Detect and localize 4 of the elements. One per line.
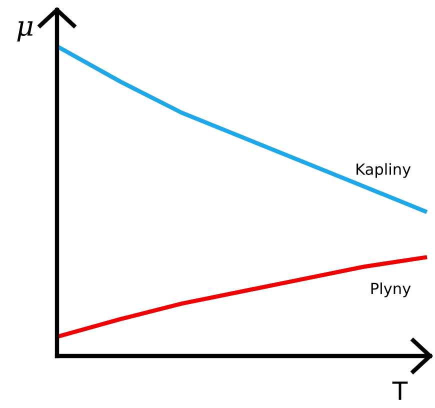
series-label: Plyny [371,282,411,298]
y-axis-title: μ [17,21,33,42]
x-axis-title: T [392,382,408,400]
series-label: Kapliny [356,163,411,178]
